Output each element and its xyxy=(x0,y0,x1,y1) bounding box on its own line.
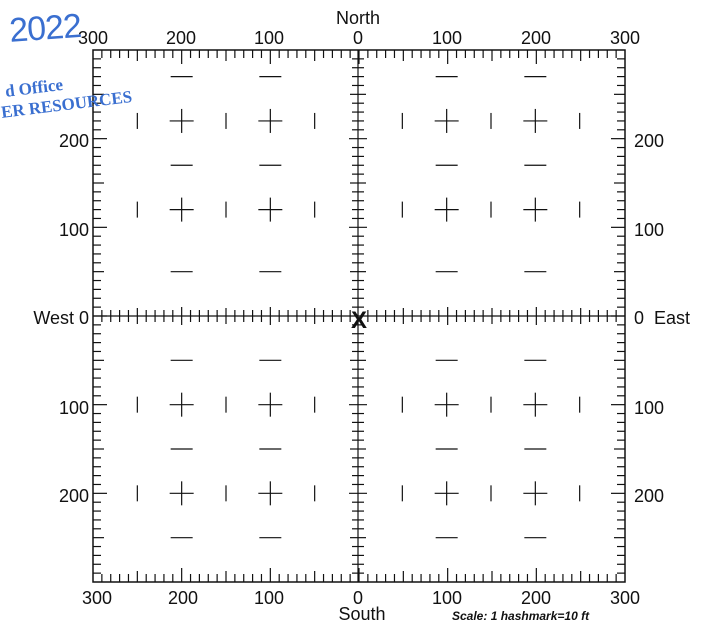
scale-note: Scale: 1 hashmark=10 ft xyxy=(452,609,590,623)
left-tick-label-n100: 100 xyxy=(59,220,89,240)
bottom-tick-label-e300: 300 xyxy=(610,588,640,608)
top-tick-label-0: 0 xyxy=(353,28,363,48)
top-tick-label-w300: 300 xyxy=(78,28,108,48)
left-tick-label-s200: 200 xyxy=(59,486,89,506)
right-tick-label-n100: 100 xyxy=(634,220,664,240)
top-tick-label-e200: 200 xyxy=(521,28,551,48)
top-tick-label-e100: 100 xyxy=(432,28,462,48)
bottom-tick-label-w100: 100 xyxy=(254,588,284,608)
left-tick-label-n200: 200 xyxy=(59,131,89,151)
bottom-tick-label-e100: 100 xyxy=(432,588,462,608)
grid-crosses-layer xyxy=(136,75,581,539)
top-tick-label-e300: 300 xyxy=(610,28,640,48)
stamp-year: 2022 xyxy=(8,7,83,50)
bottom-tick-label-e200: 200 xyxy=(521,588,551,608)
east-label: 0 East xyxy=(634,308,690,328)
bottom-tick-label-w300: 300 xyxy=(82,588,112,608)
top-tick-label-w100: 100 xyxy=(254,28,284,48)
left-tick-label-s100: 100 xyxy=(59,398,89,418)
top-tick-label-w200: 200 xyxy=(166,28,196,48)
south-label: South xyxy=(338,604,385,623)
right-tick-label-n200: 200 xyxy=(634,131,664,151)
bottom-tick-label-w200: 200 xyxy=(168,588,198,608)
west-label: West 0 xyxy=(33,308,89,328)
center-x-marker: X xyxy=(351,307,367,334)
north-label: North xyxy=(336,8,380,28)
right-tick-label-s200: 200 xyxy=(634,486,664,506)
right-tick-label-s100: 100 xyxy=(634,398,664,418)
center-axes-layer xyxy=(93,50,625,582)
bottom-tick-label-0: 0 xyxy=(353,588,363,608)
